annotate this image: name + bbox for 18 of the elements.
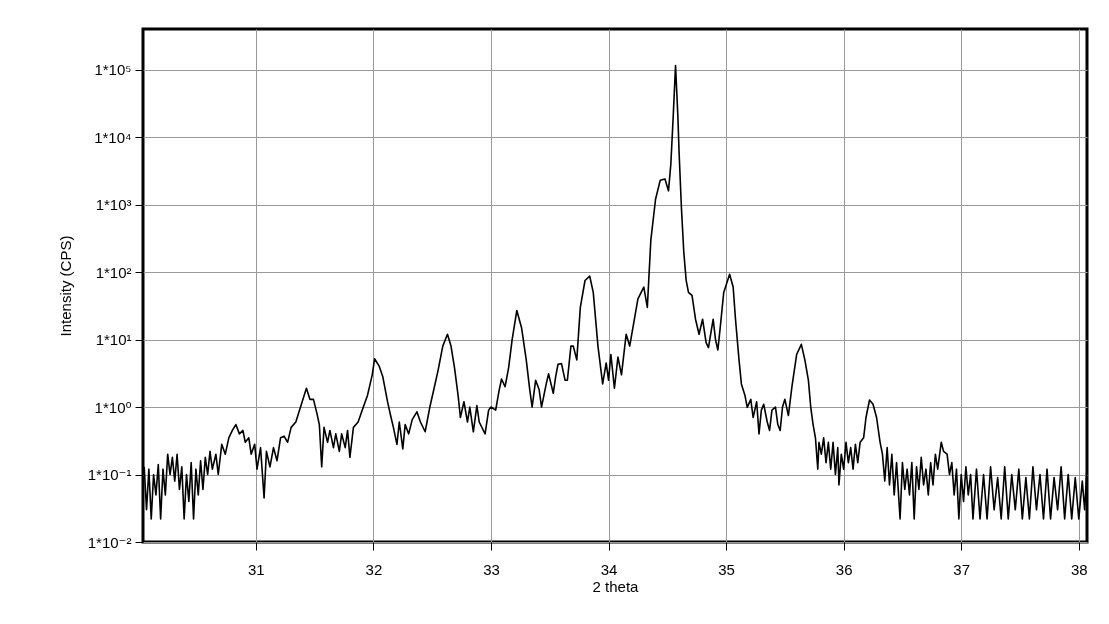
x-tick-label: 38 (1070, 560, 1088, 578)
x-tick-label: 36 (835, 560, 853, 578)
y-tick-label: 1*10⁻¹ (87, 466, 132, 484)
x-tick-label: 33 (483, 560, 500, 578)
y-tick-label: 1*10² (95, 263, 132, 281)
x-tick-label: 31 (248, 560, 265, 578)
y-tick-label: 1*10⁰ (94, 398, 132, 416)
y-tick-label: 1*10⁵ (94, 61, 132, 79)
y-tick-label: 1*10¹ (95, 331, 132, 349)
x-axis-title: 2 theta (592, 577, 640, 595)
y-tick-label: 1*10³ (95, 196, 132, 214)
x-tick-label: 34 (600, 560, 618, 578)
y-tick-label: 1*10⁴ (94, 128, 132, 146)
y-axis-title: Intensity (CPS) (56, 235, 74, 337)
x-tick-label: 32 (365, 560, 383, 578)
x-tick-label: 37 (953, 560, 971, 578)
y-tick-label: 1*10⁻² (87, 533, 132, 551)
x-tick-label: 35 (718, 560, 735, 578)
